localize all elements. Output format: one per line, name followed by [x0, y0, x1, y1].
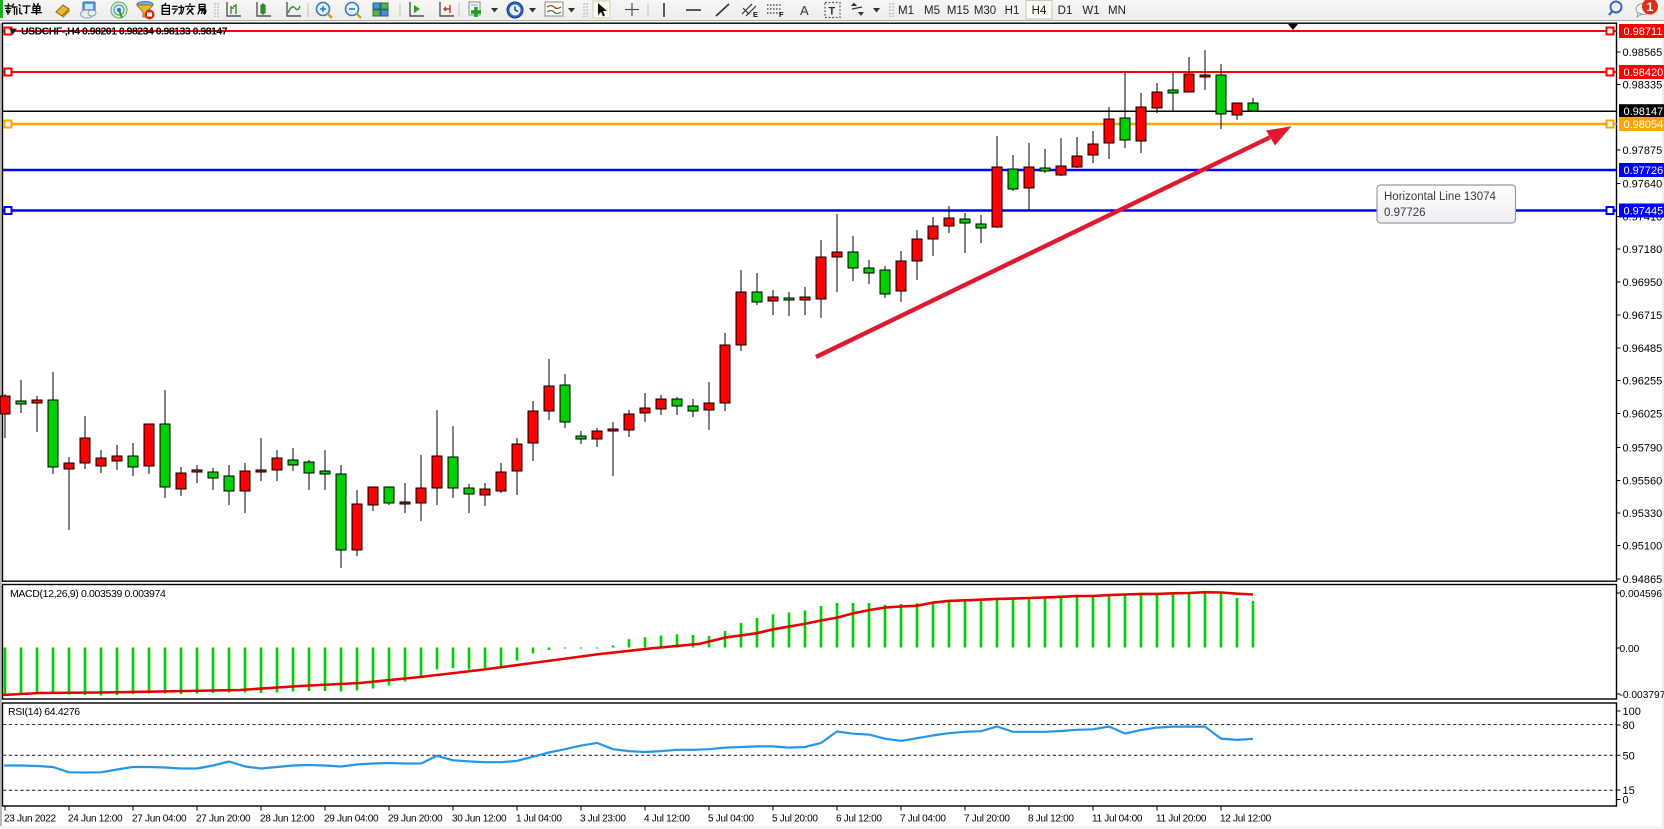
svg-text:D1: D1: [1058, 5, 1073, 17]
svg-text:USDCHF-,H4 0.98201 0.98234 0.: USDCHF-,H4 0.98201 0.98234 0.98133 0.981…: [21, 26, 228, 38]
svg-text:29 Jun 20:00: 29 Jun 20:00: [388, 814, 443, 825]
svg-text:6 Jul 12:00: 6 Jul 12:00: [836, 814, 882, 825]
svg-text:50: 50: [1623, 750, 1635, 762]
svg-text:0.97640: 0.97640: [1623, 179, 1663, 191]
svg-text:MACD(12,26,9) 0.003539 0.00397: MACD(12,26,9) 0.003539 0.003974: [10, 588, 166, 600]
svg-text:30 Jun 12:00: 30 Jun 12:00: [452, 814, 507, 825]
svg-text:H4: H4: [1032, 5, 1047, 17]
svg-text:W1: W1: [1082, 5, 1099, 17]
svg-text:1 Jul 04:00: 1 Jul 04:00: [516, 814, 562, 825]
svg-text:0: 0: [1623, 795, 1629, 807]
svg-text:0.98711: 0.98711: [1624, 26, 1663, 38]
svg-text:0.95560: 0.95560: [1623, 476, 1663, 488]
svg-text:M1: M1: [898, 5, 914, 17]
svg-text:5 Jul 20:00: 5 Jul 20:00: [772, 814, 818, 825]
svg-text:M5: M5: [924, 5, 940, 17]
svg-text:0.98335: 0.98335: [1623, 80, 1663, 92]
svg-text:15: 15: [1623, 785, 1635, 797]
svg-text:0.96025: 0.96025: [1623, 409, 1663, 421]
svg-text:28 Jun 12:00: 28 Jun 12:00: [260, 814, 315, 825]
svg-text:5 Jul 04:00: 5 Jul 04:00: [708, 814, 754, 825]
svg-text:M30: M30: [974, 5, 996, 17]
svg-text:27 Jun 04:00: 27 Jun 04:00: [132, 814, 187, 825]
svg-text:0.98054: 0.98054: [1624, 119, 1664, 131]
svg-text:29 Jun 04:00: 29 Jun 04:00: [324, 814, 379, 825]
svg-text:0.96715: 0.96715: [1623, 310, 1663, 322]
svg-text:A: A: [800, 3, 809, 18]
svg-text:12 Jul 12:00: 12 Jul 12:00: [1220, 814, 1272, 825]
svg-text:0.96950: 0.96950: [1623, 277, 1663, 289]
svg-text:-0.003797: -0.003797: [1620, 690, 1664, 701]
svg-text:0.97726: 0.97726: [1624, 165, 1664, 177]
svg-text:0.97180: 0.97180: [1623, 244, 1663, 256]
svg-text:0.004596: 0.004596: [1620, 589, 1663, 600]
svg-text:11 Jul 04:00: 11 Jul 04:00: [1092, 814, 1143, 825]
svg-text:Horizontal Line 13074: Horizontal Line 13074: [1384, 191, 1496, 203]
svg-text:27 Jun 20:00: 27 Jun 20:00: [196, 814, 251, 825]
svg-text:0.96255: 0.96255: [1623, 376, 1663, 388]
svg-text:4 Jul 12:00: 4 Jul 12:00: [644, 814, 690, 825]
svg-text:0.95330: 0.95330: [1623, 508, 1663, 520]
svg-text:0.00: 0.00: [1620, 644, 1640, 655]
svg-text:M15: M15: [947, 5, 969, 17]
svg-text:80: 80: [1623, 720, 1635, 732]
svg-text:0.97445: 0.97445: [1624, 206, 1664, 218]
svg-text:RSI(14) 64.4276: RSI(14) 64.4276: [8, 706, 80, 718]
svg-text:0.96485: 0.96485: [1623, 343, 1663, 355]
svg-text:11 Jul 20:00: 11 Jul 20:00: [1156, 814, 1207, 825]
svg-text:0.98147: 0.98147: [1624, 106, 1664, 118]
svg-text:7 Jul 04:00: 7 Jul 04:00: [900, 814, 946, 825]
svg-text:24 Jun 12:00: 24 Jun 12:00: [68, 814, 123, 825]
svg-text:0.98565: 0.98565: [1623, 47, 1663, 59]
svg-text:0.95790: 0.95790: [1623, 443, 1663, 455]
svg-text:23 Jun 2022: 23 Jun 2022: [4, 814, 56, 825]
svg-text:8 Jul 12:00: 8 Jul 12:00: [1028, 814, 1074, 825]
svg-text:E: E: [753, 10, 758, 19]
svg-text:100: 100: [1623, 706, 1641, 718]
svg-text:H1: H1: [1005, 5, 1020, 17]
svg-text:7 Jul 20:00: 7 Jul 20:00: [964, 814, 1010, 825]
svg-text:0.97726: 0.97726: [1384, 207, 1426, 219]
svg-text:0.95100: 0.95100: [1623, 541, 1663, 553]
svg-text:0.94865: 0.94865: [1623, 574, 1663, 586]
svg-text:MN: MN: [1108, 5, 1126, 17]
svg-text:0.98420: 0.98420: [1624, 67, 1664, 79]
svg-text:T: T: [829, 6, 836, 18]
svg-text:0.97875: 0.97875: [1623, 145, 1663, 157]
svg-text:3 Jul 23:00: 3 Jul 23:00: [580, 814, 626, 825]
svg-text:1: 1: [1647, 0, 1654, 14]
svg-text:F: F: [779, 10, 784, 19]
